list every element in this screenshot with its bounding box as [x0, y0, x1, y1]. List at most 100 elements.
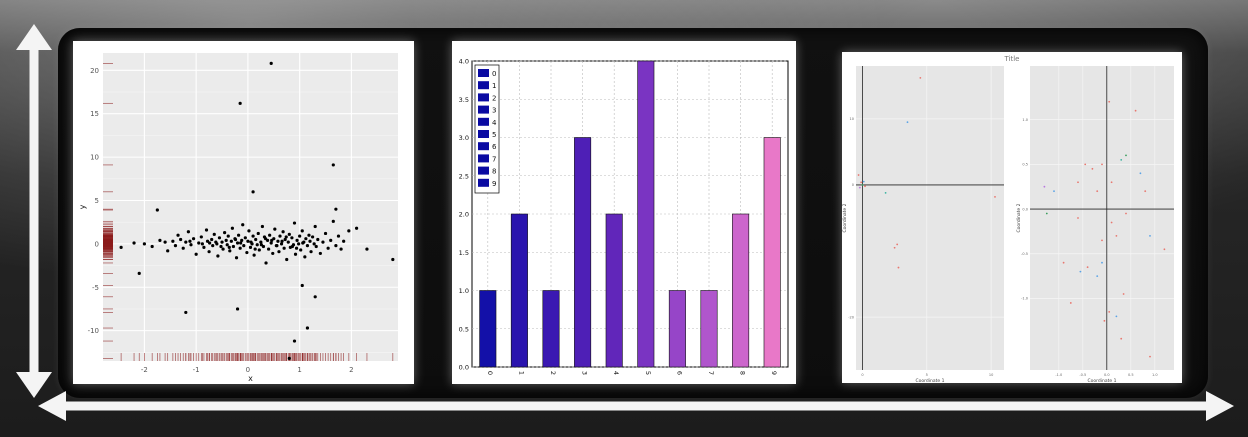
data-point [233, 237, 238, 242]
data-point [292, 339, 297, 343]
x-tick-label: 10 [989, 373, 993, 377]
data-point [155, 208, 159, 212]
subplot-background [1030, 66, 1174, 370]
data-point [241, 223, 245, 227]
plot-background [103, 53, 398, 361]
legend-label: 0 [492, 70, 496, 78]
data-point [313, 295, 317, 299]
data-point [1043, 185, 1046, 188]
data-point [297, 242, 301, 246]
bar [542, 290, 560, 368]
data-point [1120, 337, 1123, 340]
x-tick-label: 9 [770, 371, 778, 375]
legend-label: 6 [492, 143, 497, 151]
data-point [336, 234, 341, 238]
horizontal-double-arrow [38, 391, 1234, 421]
data-point [166, 249, 170, 253]
y-tick-label: -20 [848, 315, 854, 319]
bar [510, 213, 528, 368]
data-point [235, 307, 240, 311]
y-tick-label: 0.0 [1022, 207, 1028, 211]
data-point [221, 247, 225, 251]
y-tick-label: -0.5 [1021, 252, 1028, 256]
x-tick-label: 0.5 [1128, 373, 1134, 377]
data-point [1077, 181, 1079, 184]
data-point [150, 244, 154, 249]
data-point [189, 243, 193, 247]
y-tick-label: -1.0 [1021, 297, 1028, 301]
legend-swatch [478, 142, 489, 151]
y-tick-label: -10 [88, 327, 99, 335]
data-point [207, 250, 211, 254]
data-point [311, 235, 315, 239]
chart-title: Title [1003, 55, 1019, 63]
data-point [303, 255, 307, 259]
legend: 0 1 2 3 4 5 6 7 8 9 [474, 64, 500, 194]
data-point [280, 239, 284, 243]
x-tick-label: 0.0 [1104, 373, 1110, 377]
data-point [284, 235, 288, 239]
data-point [864, 185, 866, 188]
data-point [1149, 355, 1151, 358]
data-point [248, 245, 253, 249]
data-point [184, 310, 188, 315]
data-point [1045, 212, 1048, 215]
data-point [1091, 167, 1094, 170]
data-point [294, 246, 299, 250]
data-point [906, 121, 909, 124]
data-point [181, 246, 185, 250]
data-point [1122, 293, 1125, 295]
data-point [301, 241, 305, 245]
data-point [234, 256, 239, 260]
legend-swatch [478, 117, 489, 126]
data-point [216, 254, 220, 258]
data-point [300, 283, 304, 288]
data-point [263, 237, 268, 241]
x-tick-label: 3 [581, 371, 589, 375]
data-point [300, 229, 304, 233]
data-point [293, 252, 298, 256]
data-point [1115, 315, 1118, 318]
data-point [862, 180, 865, 183]
y-axis-label: Coordinate 2 [1016, 203, 1022, 232]
data-point [354, 226, 359, 230]
data-point [896, 243, 899, 246]
legend-swatch [478, 105, 489, 114]
data-point [1062, 261, 1065, 264]
x-tick-label: 0 [861, 373, 863, 377]
x-tick-label: 0 [486, 371, 494, 375]
data-point [158, 238, 162, 243]
data-point [1101, 261, 1103, 264]
y-tick-label: 20 [90, 67, 99, 75]
data-point [278, 234, 282, 238]
y-tick-label: 0.5 [459, 325, 469, 333]
data-point [305, 244, 310, 248]
data-point [365, 247, 369, 251]
x-tick-label: 0 [246, 366, 250, 374]
data-point [257, 248, 261, 252]
legend-swatch [478, 166, 489, 175]
data-point [1144, 190, 1147, 193]
data-point [919, 76, 922, 79]
data-point [1084, 163, 1087, 166]
data-point [316, 237, 320, 242]
data-point [304, 237, 308, 241]
legend-swatch [478, 81, 489, 90]
bar [574, 137, 592, 368]
data-point [994, 195, 996, 198]
y-tick-label: 10 [90, 154, 99, 162]
data-point [334, 207, 338, 211]
data-point [1101, 239, 1103, 242]
data-point [217, 236, 222, 240]
data-point [1103, 319, 1106, 322]
x-tick-label: 7 [707, 371, 715, 375]
data-point [224, 238, 228, 243]
data-point [1096, 190, 1099, 193]
data-point [318, 251, 322, 256]
bar-chart-panel: 0.0 0.5 1.0 1.5 2.0 2.5 3.0 3.5 4.0 0 1 2 3 4 5 6 7 8 9 0 1 2… [452, 41, 796, 384]
data-point [249, 240, 253, 244]
legend-label: 8 [492, 168, 496, 176]
y-tick-label: 0 [852, 183, 854, 187]
data-point [251, 234, 255, 238]
data-point [1079, 270, 1082, 273]
